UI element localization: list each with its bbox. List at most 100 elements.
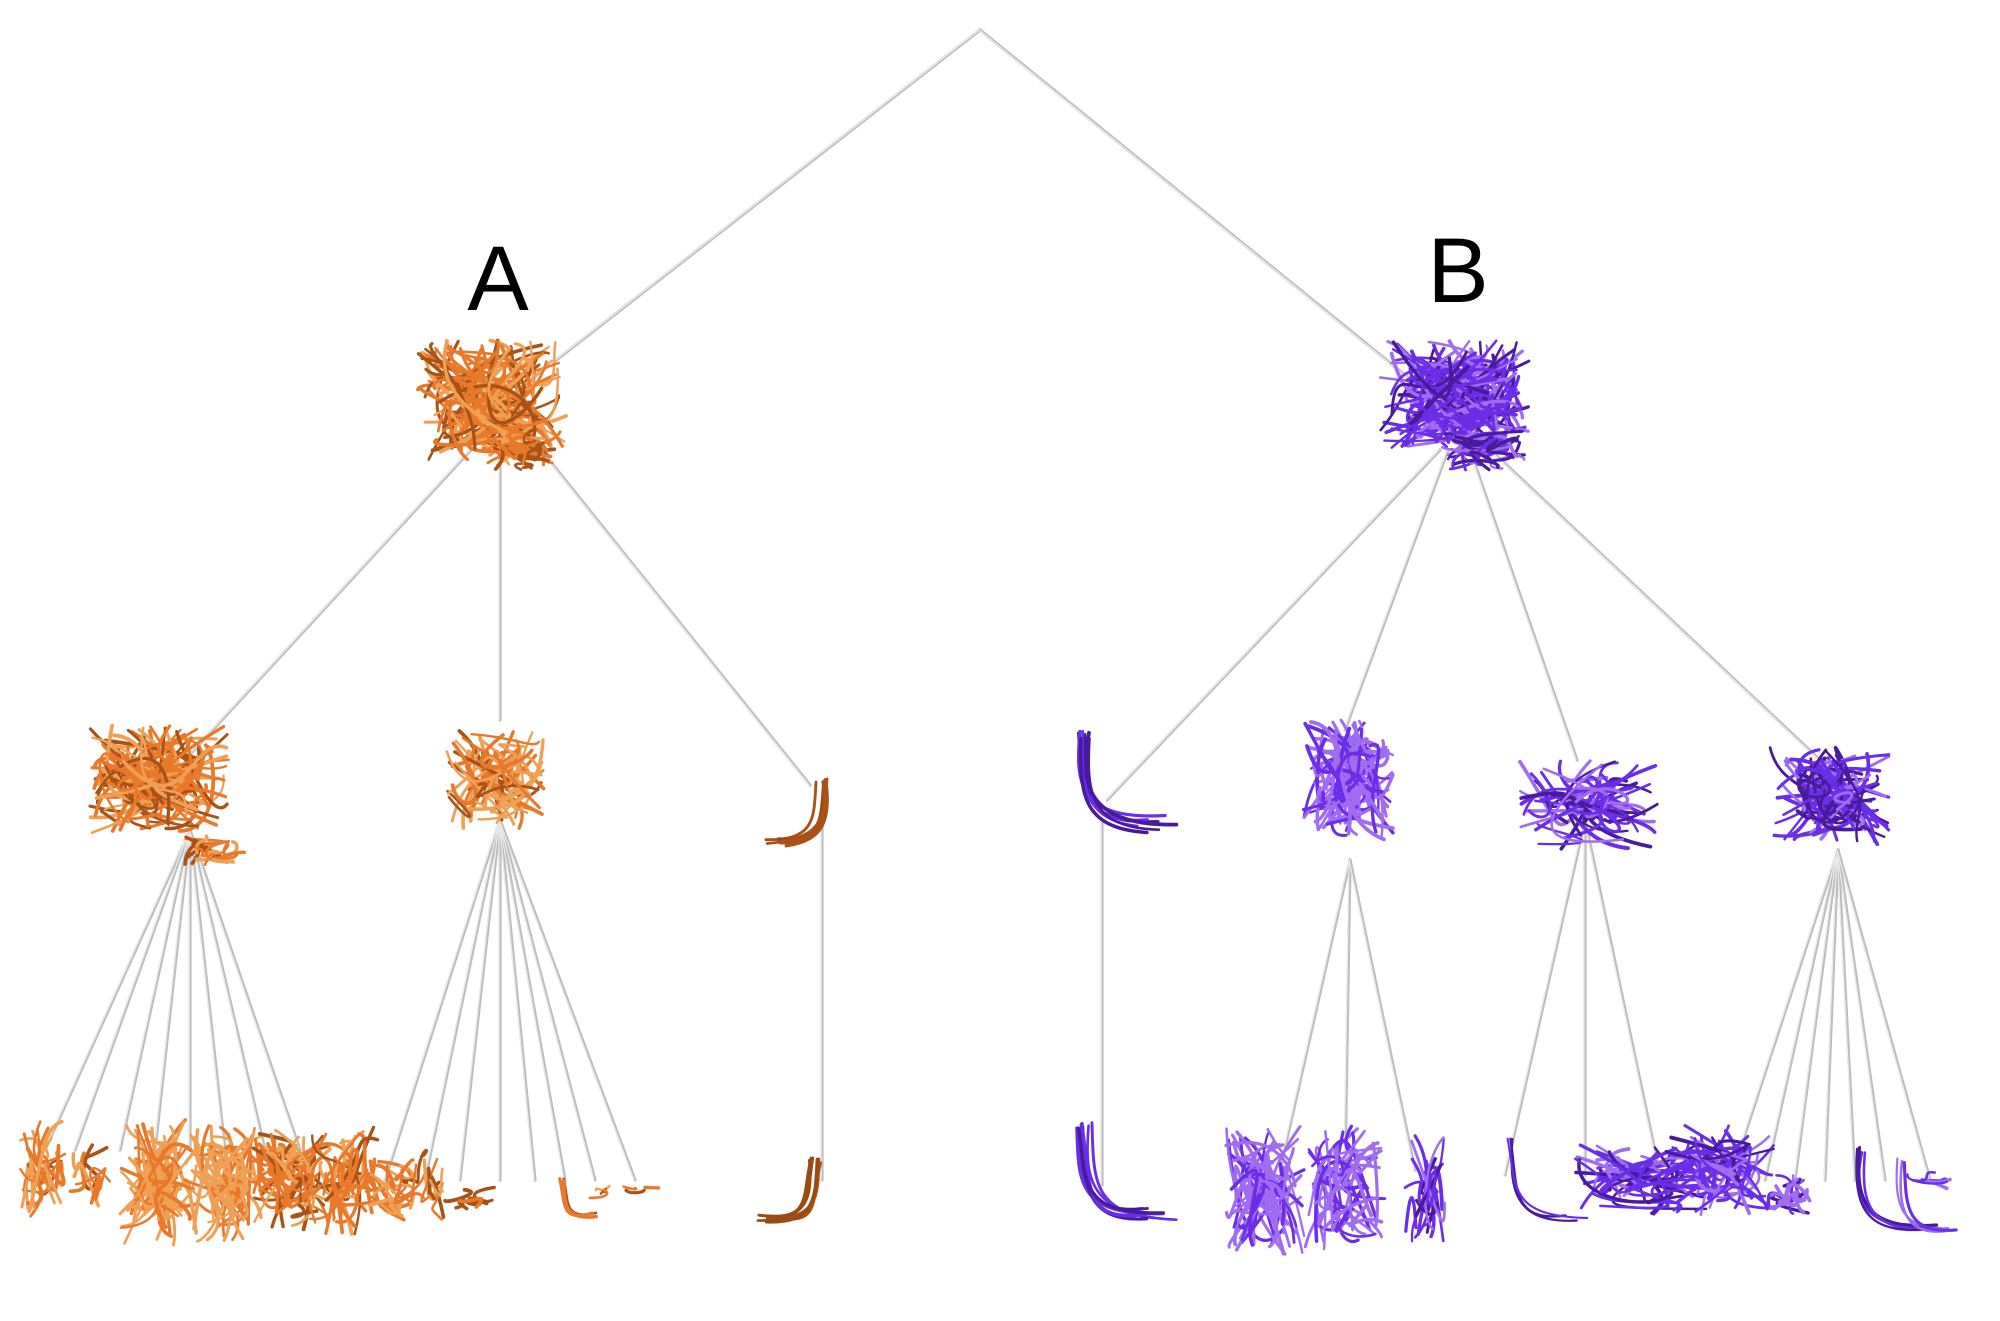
fiber-streamline (89, 1175, 102, 1205)
fiber-streamline (192, 1144, 233, 1231)
bundle-b4-leaf-5 (1906, 1170, 1952, 1191)
fiber-streamline (435, 339, 460, 431)
edge-b4-leaf (1836, 848, 1857, 1182)
fiber-streamline (767, 1156, 813, 1218)
fiber-streamline (520, 441, 543, 462)
edge-b-b4 (1478, 438, 1822, 762)
bundle-a2-leaf-3 (443, 1185, 496, 1211)
fiber-streamline (250, 1165, 317, 1224)
fiber-streamline (461, 357, 532, 386)
tree-edge-highlight (1583, 819, 1660, 1176)
tree-edge-highlight (1478, 439, 1820, 761)
fiber-streamline (274, 1143, 298, 1168)
tree-edge-highlight (1468, 449, 1577, 761)
fiber-streamline (446, 789, 471, 819)
bundle-b3 (1518, 759, 1659, 851)
tree-edge-highlight (1836, 849, 1885, 1181)
fiber-streamline (416, 1148, 429, 1181)
bundle-a2-leaf-1 (364, 1158, 426, 1222)
fiber-streamline (510, 441, 529, 452)
fiber-streamline (420, 1157, 439, 1203)
fiber-streamline (1076, 1126, 1165, 1215)
fiber-streamline (74, 1167, 107, 1191)
fiber-streamline (1404, 1196, 1418, 1233)
bundle-a1-leaf-6 (308, 1125, 380, 1236)
fiber-streamline (1265, 1189, 1292, 1230)
fiber-streamline (1461, 429, 1526, 457)
bundle-b2-leaf-3 (1403, 1134, 1446, 1243)
fiber-streamline (517, 341, 557, 387)
fiber-streamline (1245, 1164, 1298, 1228)
fiber-streamline (68, 1151, 86, 1194)
bundle-a2 (445, 729, 546, 830)
bundle-a2-leaf-4 (558, 1177, 598, 1219)
fiber-streamline (40, 1157, 66, 1186)
bundle-a2-leaf-6 (622, 1185, 661, 1195)
fiber-streamline (1599, 1146, 1678, 1194)
fiber-streamline (149, 749, 207, 781)
fiber-streamline (194, 834, 209, 855)
fiber-streamline (588, 1188, 609, 1200)
fiber-streamline (1076, 729, 1167, 818)
fiber-streamline (1486, 436, 1519, 452)
fiber-streamline (428, 1167, 444, 1197)
fiber-streamline (498, 743, 533, 789)
tree-edge-highlight (188, 829, 265, 1151)
fiber-streamline (141, 1122, 193, 1162)
tree-edge-highlight (1278, 859, 1350, 1171)
edge-b4-leaf (1836, 848, 1932, 1182)
edge-b3-leaf (1583, 818, 1662, 1177)
fiber-streamline (271, 1167, 296, 1187)
tree-edge-highlight (188, 829, 300, 1151)
bundle-b1-leaf (1075, 1121, 1178, 1222)
fiber-streamline (453, 750, 510, 793)
fiber-streamline (1855, 1147, 1924, 1232)
tree-edge-highlight (1503, 819, 1585, 1176)
fiber-streamline (1344, 799, 1360, 836)
fiber-streamline (1599, 1179, 1669, 1210)
fiber-streamline (1576, 786, 1609, 819)
tree-edge-highlight (1348, 859, 1415, 1171)
tree-edge-highlight (1836, 849, 1855, 1181)
fiber-streamline (322, 1133, 360, 1196)
bundle-b1 (1076, 729, 1179, 835)
fiber-streamline (368, 1196, 404, 1218)
fiber-streamline (493, 751, 541, 810)
fiber-streamline (121, 744, 229, 788)
fiber-streamline (450, 338, 512, 448)
fiber-streamline (119, 1124, 160, 1229)
edge-b4-leaf (1728, 848, 1840, 1182)
fiber-streamline (1301, 773, 1362, 812)
fiber-streamline (1086, 1124, 1178, 1222)
fiber-streamline (118, 756, 171, 824)
fiber-streamline (157, 724, 210, 809)
fiber-streamline (472, 1185, 496, 1206)
fiber-streamline (1510, 1138, 1578, 1222)
fiber-streamline (194, 846, 221, 858)
bundle-a3 (764, 777, 829, 848)
tree-edge-highlight (1728, 849, 1838, 1181)
fiber-streamline (253, 1137, 281, 1200)
fiber-streamline (1349, 737, 1386, 823)
fiber-streamline (1906, 1173, 1949, 1185)
fiber-streamline (624, 1188, 646, 1195)
bundle-node-b-tail (1441, 429, 1526, 472)
fiber-streamline (1469, 450, 1493, 472)
fiber-streamline (1693, 1137, 1731, 1213)
fiber-streamline (1278, 1162, 1288, 1226)
fiber-streamline (426, 1166, 436, 1201)
fiber-streamline (622, 1185, 638, 1191)
bundle-b3-leaf-2 (1574, 1143, 1709, 1216)
fiber-streamline (156, 1177, 174, 1221)
edge-b4-leaf (1793, 848, 1840, 1182)
tree-edge-highlight (498, 819, 535, 1181)
fiber-streamline (205, 1181, 222, 1242)
tree-edge-highlight (1343, 859, 1350, 1171)
edge-b2-leaf (1278, 858, 1352, 1172)
fiber-streamline (1229, 1168, 1259, 1247)
fiber-streamline (1591, 795, 1621, 834)
fiber-streamline (487, 346, 512, 419)
fiber-streamline (1650, 1159, 1694, 1214)
fiber-streamline (332, 1189, 377, 1207)
